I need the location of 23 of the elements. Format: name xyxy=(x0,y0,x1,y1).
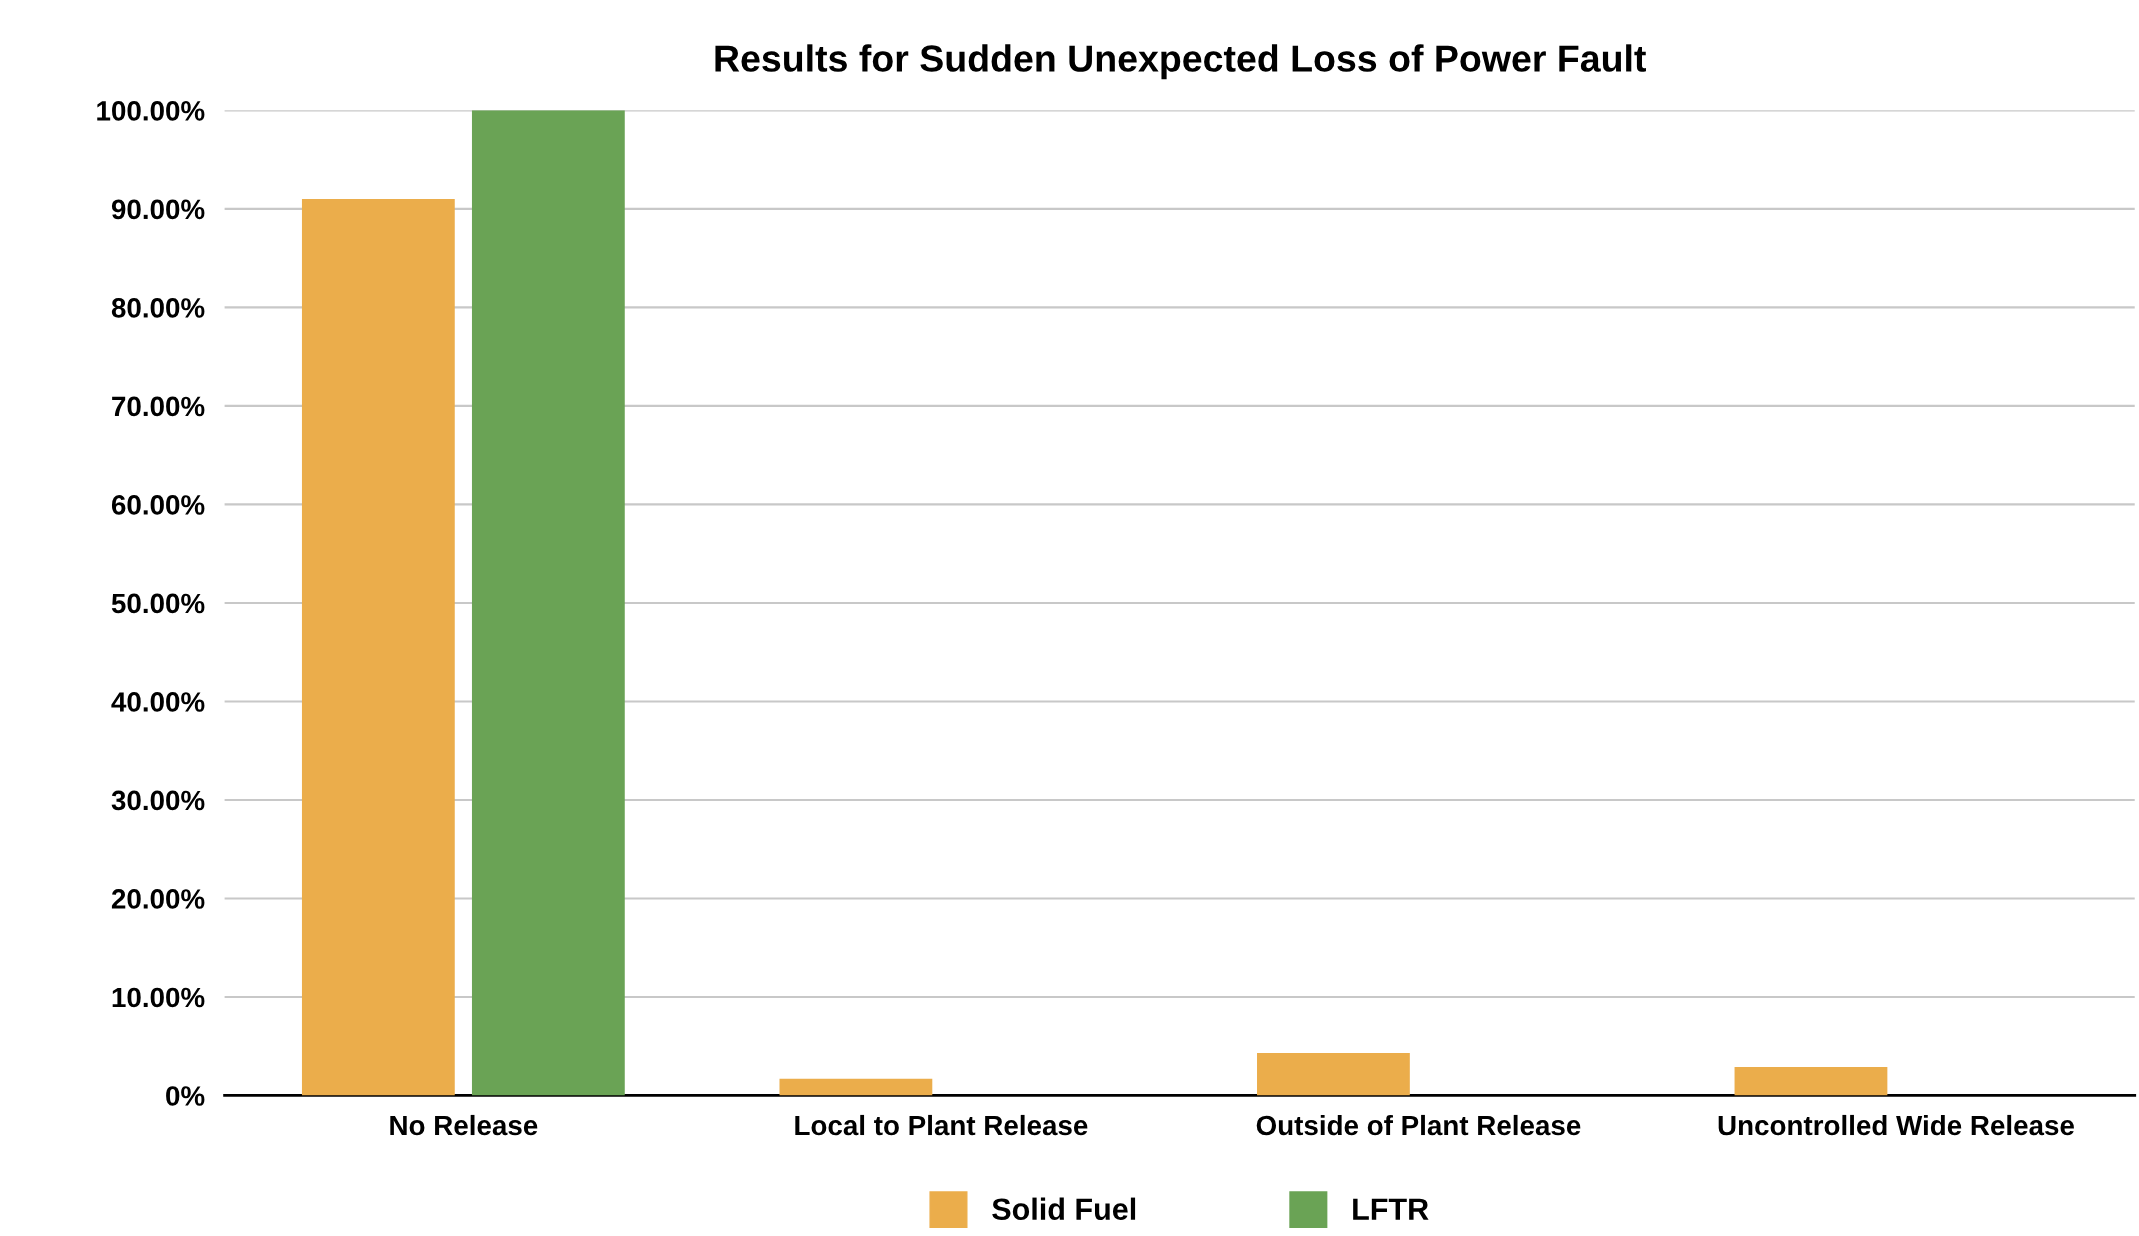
bar xyxy=(1734,1066,1888,1096)
y-tick-label: 50.00% xyxy=(111,593,205,614)
y-tick-label: 80.00% xyxy=(111,298,205,318)
bar xyxy=(1257,1053,1410,1096)
x-tick-label: Outside of Plant Release xyxy=(1256,1114,1581,1136)
chart-title: Results for Sudden Unexpected Loss of Power Fault xyxy=(715,44,1646,80)
bar xyxy=(779,1078,933,1096)
bar xyxy=(301,199,455,1096)
y-tick-label: 30.00% xyxy=(111,790,205,811)
y-tick-label: 0% xyxy=(166,1086,205,1106)
x-tick-label: Local to Plant Release xyxy=(795,1114,1088,1136)
y-tick-label: 70.00% xyxy=(112,396,205,417)
y-tick-label: 10.00% xyxy=(112,987,205,1008)
x-tick-label: No Release xyxy=(390,1114,538,1136)
y-tick-label: 100.00% xyxy=(97,101,205,121)
bar xyxy=(471,110,625,1096)
y-tick-label: 90.00% xyxy=(111,199,205,220)
legend-label: Solid Fuel xyxy=(992,1197,1136,1221)
x-tick-label: Uncontrolled Wide Release xyxy=(1718,1114,2074,1136)
legend-label: LFTR xyxy=(1353,1198,1429,1220)
y-tick-label: 60.00% xyxy=(111,495,205,515)
y-tick-label: 20.00% xyxy=(111,889,205,909)
y-tick-label: 40.00% xyxy=(111,692,205,712)
